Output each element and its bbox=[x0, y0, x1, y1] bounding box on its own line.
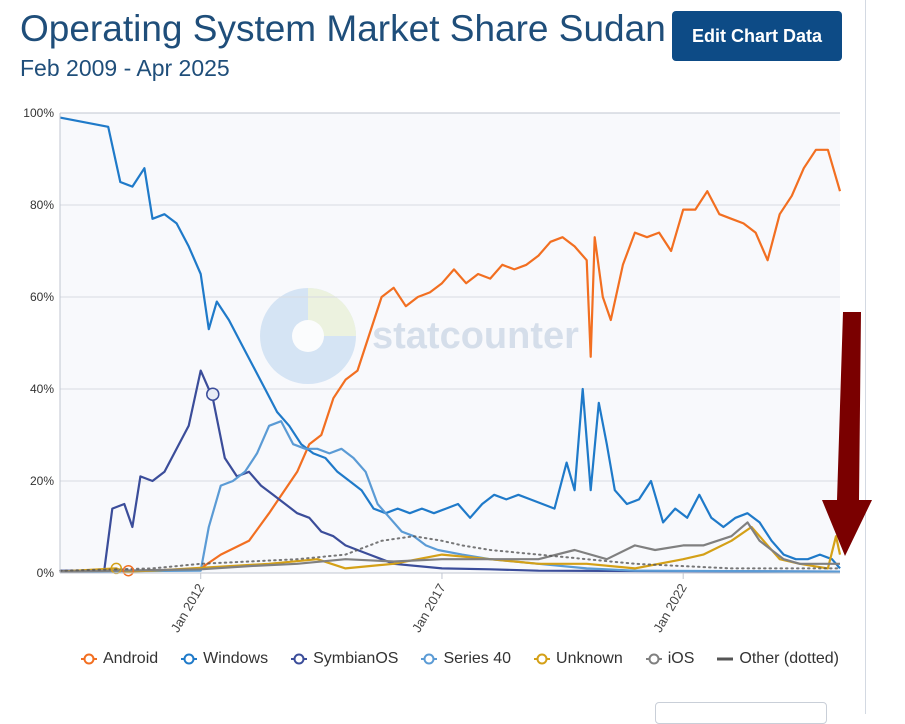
series-lines bbox=[59, 116, 842, 573]
legend-item[interactable]: iOS bbox=[645, 650, 695, 668]
legend-symbol-icon bbox=[81, 653, 97, 665]
x-tick-label: Jan 2017 bbox=[409, 581, 449, 635]
chart-title: Operating System Market Share Sudan bbox=[20, 8, 666, 49]
legend-label: Android bbox=[103, 650, 159, 667]
x-tick-label: Jan 2022 bbox=[650, 581, 690, 635]
y-tick-label: 20% bbox=[30, 474, 54, 488]
hover-marker bbox=[206, 387, 220, 401]
legend-item[interactable]: Windows bbox=[180, 650, 268, 668]
series-line-ios bbox=[59, 521, 840, 573]
chart-subtitle: Feb 2009 - Apr 2025 bbox=[20, 55, 230, 81]
legend-label: Series 40 bbox=[443, 650, 512, 667]
legend-label: Windows bbox=[203, 650, 269, 667]
legend-item[interactable]: Android bbox=[80, 650, 158, 668]
y-axis-ticks: 0% 20% 40% 60% 80% 100% bbox=[23, 106, 54, 580]
legend-item[interactable]: Series 40 bbox=[420, 650, 511, 668]
annotation-arrow bbox=[822, 312, 872, 556]
y-tick-label: 60% bbox=[30, 290, 54, 304]
x-axis-ticks: Jan 2012 Jan 2017 Jan 2022 bbox=[168, 573, 690, 635]
legend-symbol-icon bbox=[421, 653, 438, 665]
y-tick-label: 40% bbox=[30, 382, 54, 396]
series-line-other-dotted bbox=[59, 535, 841, 572]
chart-legend: Android Windows SymbianOS Series 40 Unknown i… bbox=[80, 650, 861, 668]
legend-symbol-icon bbox=[717, 657, 734, 661]
y-tick-label: 80% bbox=[30, 198, 54, 212]
plot-area bbox=[60, 113, 840, 573]
legend-symbol-icon bbox=[181, 653, 198, 665]
android-marker bbox=[122, 564, 135, 577]
x-tick-label: Jan 2012 bbox=[168, 581, 208, 635]
legend-label: Unknown bbox=[556, 650, 623, 667]
series-line-symbianos bbox=[60, 369, 841, 573]
legend-symbol-icon bbox=[291, 653, 308, 665]
legend-label: Other (dotted) bbox=[739, 650, 840, 667]
y-tick-label: 0% bbox=[37, 566, 55, 580]
right-panel-divider bbox=[865, 0, 866, 714]
watermark-text: statcounter bbox=[372, 315, 579, 357]
legend-item[interactable]: Other (dotted) bbox=[716, 650, 839, 668]
legend-item[interactable]: SymbianOS bbox=[290, 650, 398, 668]
legend-item[interactable]: Unknown bbox=[533, 650, 623, 668]
watermark-logo-center bbox=[292, 320, 324, 352]
legend-symbol-icon bbox=[645, 653, 662, 665]
watermark: statcounter bbox=[260, 288, 579, 384]
y-tick-label: 100% bbox=[23, 106, 54, 120]
arrow-down-icon bbox=[822, 312, 872, 556]
legend-label: SymbianOS bbox=[313, 650, 399, 667]
series-line-android bbox=[59, 148, 842, 573]
watermark-logo-slice bbox=[308, 288, 356, 336]
edit-chart-data-button[interactable]: Edit Chart Data bbox=[672, 11, 842, 61]
series-line-windows bbox=[59, 116, 841, 570]
legend-symbol-icon bbox=[534, 653, 551, 665]
legend-label: iOS bbox=[667, 650, 695, 667]
